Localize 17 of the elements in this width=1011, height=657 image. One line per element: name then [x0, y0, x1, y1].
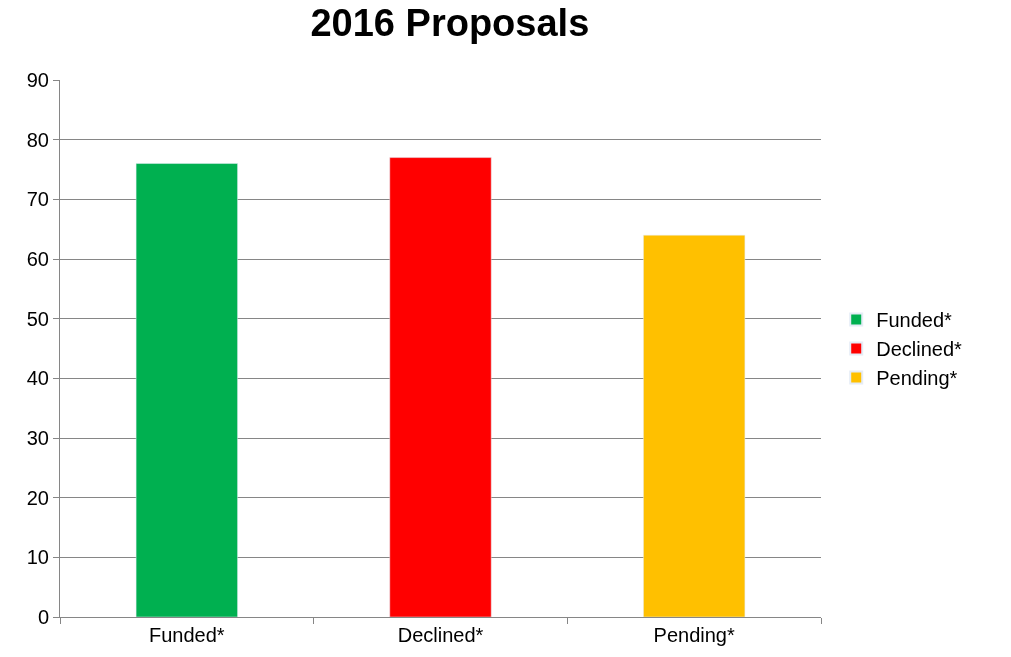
y-tick-label: 40 [26, 367, 49, 390]
x-tick-label: Pending* [653, 624, 735, 646]
y-tick-label: 80 [26, 128, 49, 151]
chart-title: 2016 Proposals [310, 2, 590, 45]
y-tick-label: 70 [26, 188, 49, 211]
y-tick-label: 10 [26, 546, 49, 569]
legend-label: Funded* [876, 309, 953, 332]
y-tick-label: 90 [26, 69, 49, 91]
y-tick-label: 0 [37, 606, 49, 628]
y-tick-label: 60 [26, 248, 49, 270]
legend-label: Pending* [876, 367, 958, 390]
x-tick-label: Funded* [149, 624, 225, 646]
x-tick-label: Declined* [397, 624, 484, 646]
y-tick-label: 50 [26, 307, 49, 330]
y-tick-label: 30 [26, 427, 49, 449]
legend-label: Declined* [876, 338, 963, 361]
y-tick-label: 20 [26, 486, 49, 509]
